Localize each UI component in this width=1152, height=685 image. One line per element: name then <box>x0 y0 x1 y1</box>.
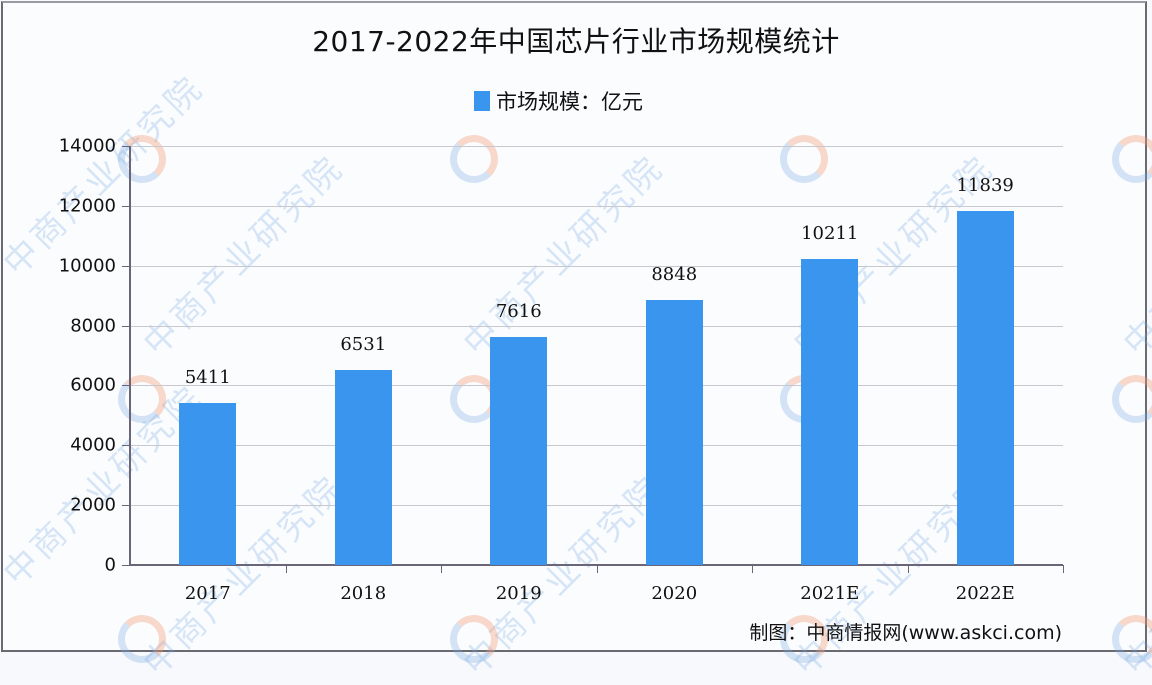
y-tick-mark <box>122 565 130 566</box>
y-tick-label: 4000 <box>70 434 116 456</box>
x-tick-mark <box>596 565 598 573</box>
bar-2021E <box>801 259 859 565</box>
chart-legend: 市场规模：亿元 <box>474 86 643 116</box>
y-tick-label: 0 <box>104 554 116 576</box>
y-tick-label: 14000 <box>58 135 116 157</box>
x-tick-mark <box>752 565 753 573</box>
bar-2017 <box>179 403 237 565</box>
x-tick-label: 2022E <box>955 583 1015 604</box>
y-tick-label: 8000 <box>70 315 116 337</box>
legend-swatch <box>474 91 490 111</box>
source-credit: 制图：中商情报网(www.askci.com) <box>749 622 1062 644</box>
y-tick-label: 6000 <box>70 374 116 396</box>
bar-2020 <box>645 300 703 565</box>
gridline <box>131 146 1063 147</box>
bar-2022E <box>956 210 1014 565</box>
gridline <box>131 445 1063 447</box>
y-tick-mark <box>122 265 130 267</box>
gridline <box>131 265 1063 267</box>
x-tick-mark <box>441 565 442 573</box>
x-axis <box>130 564 1063 566</box>
x-tick-label: 2021E <box>800 583 860 604</box>
x-tick-label: 2017 <box>184 583 231 604</box>
gridline <box>131 385 1063 387</box>
bar-2019 <box>490 337 548 565</box>
x-tick-mark <box>907 565 909 573</box>
y-tick-mark <box>122 445 130 447</box>
x-tick-mark <box>285 565 287 573</box>
x-tick-label: 2019 <box>495 583 542 604</box>
x-tick-label: 2018 <box>340 583 387 604</box>
x-tick-label: 2020 <box>651 583 698 604</box>
bar-value-label: 7616 <box>495 301 542 323</box>
y-axis <box>129 146 131 566</box>
x-tick-mark <box>1063 565 1064 573</box>
y-tick-mark <box>122 385 130 387</box>
y-tick-label: 10000 <box>58 255 116 277</box>
gridline <box>131 325 1063 327</box>
y-tick-mark <box>122 325 130 327</box>
chart-title: 2017-2022年中国芯片行业市场规模统计 <box>312 25 840 58</box>
gridline <box>131 205 1063 207</box>
y-tick-label: 2000 <box>70 494 116 516</box>
y-tick-label: 12000 <box>58 195 116 217</box>
bar-2018 <box>334 369 392 565</box>
bar-value-label: 5411 <box>184 367 231 389</box>
bar-value-label: 6531 <box>340 333 387 355</box>
bar-value-label: 8848 <box>651 264 698 286</box>
y-tick-mark <box>122 146 130 147</box>
bar-value-label: 10211 <box>801 223 859 245</box>
gridline <box>131 505 1063 507</box>
y-tick-mark <box>122 205 130 207</box>
bar-value-label: 11839 <box>956 174 1014 196</box>
y-tick-mark <box>122 505 130 507</box>
legend-label: 市场规模：亿元 <box>496 90 643 114</box>
